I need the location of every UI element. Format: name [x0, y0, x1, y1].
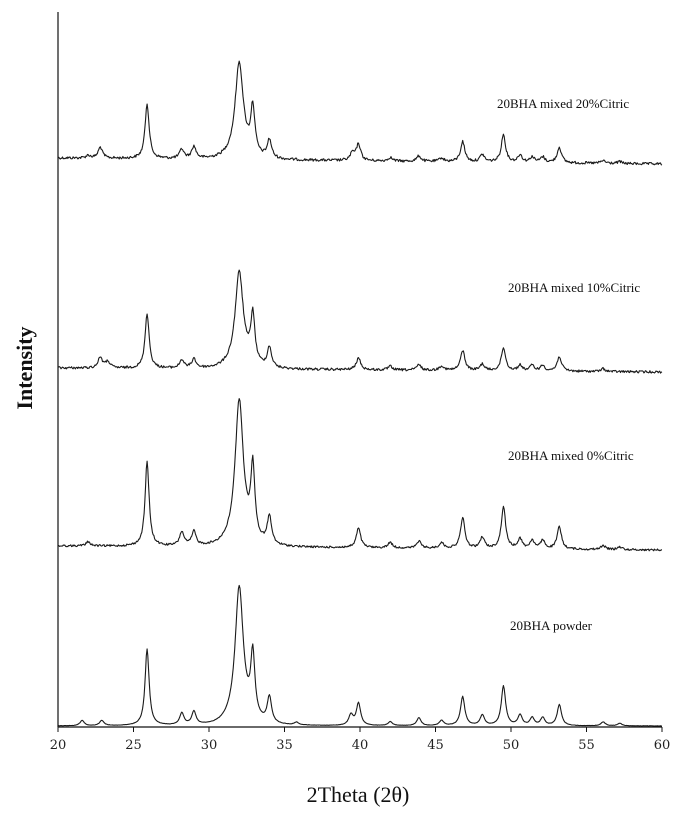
x-tick-label: 40 [352, 738, 369, 753]
x-tick-label: 55 [578, 738, 595, 753]
x-tick-label: 20 [50, 738, 67, 753]
series-labels: 20BHA mixed 20%Citric 20BHA mixed 10%Cit… [497, 96, 640, 633]
x-tick-label: 45 [427, 738, 444, 753]
series-label-powder: 20BHA powder [510, 618, 593, 633]
series-traces [57, 60, 663, 727]
x-tick-label: 60 [654, 738, 671, 753]
y-axis-title: Intensity [12, 326, 37, 409]
series-label-10pct-citric: 20BHA mixed 10%Citric [508, 280, 640, 295]
x-tick-label: 50 [503, 738, 520, 753]
series-label-20pct-citric: 20BHA mixed 20%Citric [497, 96, 629, 111]
series-trace [57, 398, 663, 552]
x-tick-label: 30 [201, 738, 218, 753]
series-trace [58, 584, 663, 727]
x-axis-ticks: 20 25 30 35 40 45 50 55 60 [50, 727, 671, 753]
series-trace [57, 269, 663, 374]
x-tick-label: 35 [276, 738, 293, 753]
x-tick-label: 25 [125, 738, 142, 753]
series-label-0pct-citric: 20BHA mixed 0%Citric [508, 448, 634, 463]
series-trace [57, 60, 663, 166]
x-axis-title: 2Theta (2θ) [307, 782, 410, 807]
